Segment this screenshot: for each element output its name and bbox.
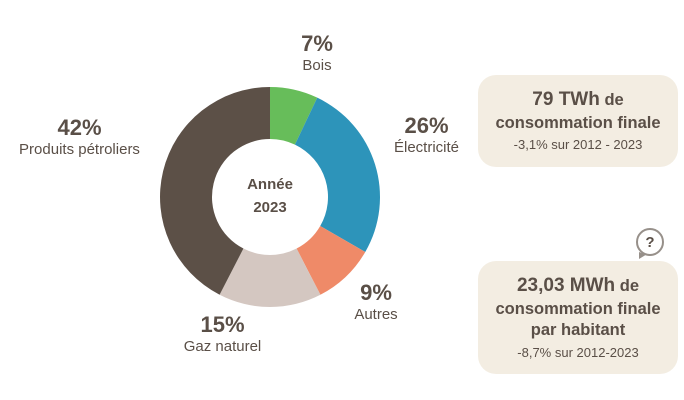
slice-name-autres: Autres [354, 306, 398, 324]
slice-percent-produits-petroliers: 42% [57, 115, 102, 140]
slice-label-bois: 7% Bois [272, 31, 362, 76]
slice-name-produits-petroliers: Produits pétroliers [19, 141, 140, 159]
donut-center-line1: Année [247, 176, 293, 193]
donut-slice-autres[interactable] [296, 226, 366, 295]
donut-slice-electricite[interactable] [294, 97, 380, 253]
card-per-capita-trend: -8,7% sur 2012-2023 [517, 344, 639, 360]
card-total-consumption-trend: -3,1% sur 2012 - 2023 [513, 137, 643, 153]
card-per-capita-value: 23,03 MWh [516, 275, 616, 296]
card-per-capita-consumption: 23,03 MWh de consommation finale par hab… [478, 261, 678, 375]
donut-slice-bois[interactable] [270, 87, 318, 145]
card-total-consumption: 79 TWh de consommation finale -3,1% sur … [478, 75, 678, 168]
slice-label-electricite: 26% Électricité [374, 113, 479, 158]
slice-percent-bois: 7% [301, 31, 333, 56]
slice-label-autres: 9% Autres [338, 280, 414, 325]
card-per-capita-text: 23,03 MWh de consommation finale par hab… [492, 274, 664, 342]
slice-percent-electricite: 26% [404, 113, 449, 138]
card-per-capita-label: de consommation finale par habitant [495, 277, 661, 340]
help-icon[interactable]: ? [636, 228, 664, 256]
slice-percent-gaz-naturel: 15% [200, 312, 245, 337]
card-total-consumption-value: 79 TWh [532, 89, 600, 110]
donut-chart-svg [160, 87, 380, 307]
donut-slice-produits-petroliers[interactable] [160, 87, 270, 295]
donut-center-label: Année 2023 [206, 174, 334, 219]
slice-percent-autres: 9% [360, 280, 392, 305]
donut-slice-gaz-naturel[interactable] [219, 248, 321, 307]
slice-label-produits-petroliers: 42% Produits pétroliers [2, 115, 157, 160]
slice-label-gaz-naturel: 15% Gaz naturel [160, 312, 285, 357]
card-total-consumption-label: de consommation finale [495, 91, 661, 132]
slice-name-electricite: Électricité [393, 139, 460, 157]
card-total-consumption-text: 79 TWh de consommation finale [492, 88, 664, 134]
donut-chart [156, 83, 384, 311]
slice-name-gaz-naturel: Gaz naturel [183, 338, 262, 356]
help-icon-glyph: ? [645, 233, 655, 251]
donut-center-line2: 2023 [253, 198, 287, 216]
slice-name-bois: Bois [302, 57, 332, 75]
